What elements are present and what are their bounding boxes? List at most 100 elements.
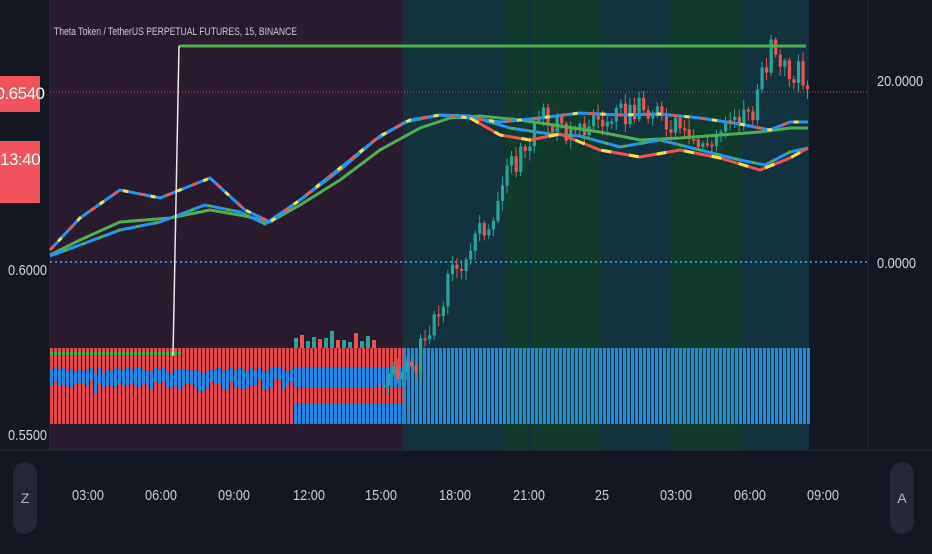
- candle: [714, 135, 719, 146]
- candle: [491, 220, 496, 230]
- volume-bar: [318, 404, 321, 424]
- candle: [610, 121, 614, 124]
- volume-bar: [158, 348, 161, 424]
- volume-bar: [242, 370, 245, 389]
- volume-bar: [218, 368, 221, 383]
- volume-bar: [290, 348, 293, 424]
- volume-bar: [723, 348, 726, 424]
- volume-bar: [62, 367, 65, 386]
- volume-bar: [523, 348, 526, 424]
- volume-bar: [519, 348, 522, 424]
- volume-bar: [294, 338, 298, 348]
- volume-bar: [50, 370, 53, 386]
- auto-scale-button[interactable]: A: [890, 462, 914, 534]
- candle: [428, 335, 432, 340]
- volume-bar: [667, 348, 670, 424]
- candle: [710, 144, 714, 147]
- candle: [382, 385, 386, 388]
- candle: [514, 156, 518, 172]
- volume-bar: [747, 348, 750, 424]
- volume-bar: [258, 348, 261, 424]
- volume-bar: [703, 348, 706, 424]
- volume-bar: [186, 369, 189, 383]
- volume-bar: [411, 348, 414, 424]
- volume-bar: [238, 368, 241, 388]
- candle: [532, 121, 537, 147]
- volume-bar: [683, 348, 686, 424]
- candle: [469, 250, 473, 260]
- candle: [737, 116, 741, 126]
- volume-bar: [567, 348, 570, 424]
- volume-bar: [324, 338, 328, 348]
- volume-bar: [759, 348, 762, 424]
- volume-bar: [146, 352, 149, 355]
- volume-bar: [322, 404, 325, 424]
- right-tick-20: 20.0000: [877, 73, 924, 90]
- candle: [500, 185, 505, 201]
- volume-bar: [258, 367, 261, 380]
- volume-bar: [390, 368, 393, 388]
- volume-bar: [771, 348, 774, 424]
- volume-bar: [162, 352, 165, 355]
- volume-bar: [250, 368, 253, 386]
- volume-bar: [372, 340, 376, 348]
- volume-bar: [70, 369, 73, 387]
- volume-bar: [74, 348, 77, 424]
- volume-bar: [214, 369, 217, 384]
- volume-histogram: [50, 331, 810, 424]
- moving-average-lines: [48, 111, 809, 258]
- volume-bar: [154, 352, 157, 355]
- volume-bar: [795, 348, 798, 424]
- volume-bar: [86, 352, 89, 355]
- volume-bar: [302, 404, 305, 424]
- volume-bar: [354, 368, 357, 388]
- volume-bar: [382, 404, 385, 424]
- volume-bar: [254, 372, 257, 386]
- volume-bar: [330, 368, 333, 388]
- volume-bar: [607, 348, 610, 424]
- candle: [660, 106, 664, 117]
- volume-bar: [82, 352, 85, 355]
- right-tick-0: 0.0000: [877, 255, 917, 272]
- volume-bar: [587, 348, 590, 424]
- candle: [564, 123, 568, 141]
- volume-bar: [447, 348, 450, 424]
- volume-bar: [615, 348, 618, 424]
- volume-bar: [595, 348, 598, 424]
- volume-bar: [374, 404, 377, 424]
- volume-bar: [431, 348, 434, 424]
- candle: [733, 116, 737, 121]
- volume-bar: [134, 352, 137, 355]
- volume-bar: [767, 348, 770, 424]
- volume-bar: [787, 348, 790, 424]
- volume-bar: [591, 348, 594, 424]
- volume-bar: [791, 348, 794, 424]
- volume-bar: [142, 352, 145, 355]
- volume-bar: [415, 348, 418, 424]
- volume-bar: [286, 372, 289, 385]
- volume-bar: [695, 348, 698, 424]
- ma-upper-line-red: [48, 111, 808, 252]
- volume-bar: [190, 348, 193, 424]
- volume-bar: [803, 348, 806, 424]
- time-label: 06:00: [145, 487, 177, 504]
- volume-bar: [407, 348, 410, 424]
- volume-bar: [90, 352, 93, 355]
- candle: [806, 85, 810, 90]
- candle: [765, 67, 769, 73]
- volume-bar: [230, 367, 233, 382]
- candle: [519, 146, 523, 172]
- volume-bar: [322, 368, 325, 388]
- volume-bar: [631, 348, 634, 424]
- candle: [455, 264, 459, 269]
- current-price-badge: 0.6540: [0, 76, 45, 112]
- ma-red-line-yellow: [469, 116, 809, 172]
- volume-bar: [130, 369, 133, 384]
- ma-blue-line: [49, 113, 809, 258]
- volume-bar: [142, 348, 145, 424]
- time-label: 18:00: [439, 487, 471, 504]
- volume-bar: [755, 348, 758, 424]
- zoom-button[interactable]: Z: [13, 462, 37, 534]
